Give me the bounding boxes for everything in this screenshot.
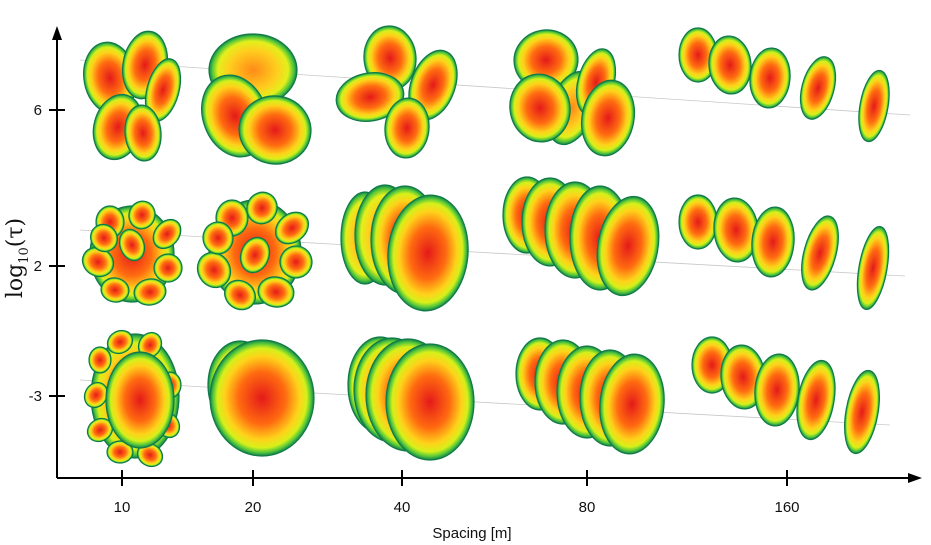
y-axis-title-main: log	[3, 264, 28, 298]
fracture-segment	[387, 194, 469, 312]
fracture-segment	[152, 218, 182, 250]
x-tick-label: 160	[774, 499, 799, 516]
y-axis-title: log10(τ)	[3, 218, 32, 298]
y-tick-label: -3	[29, 388, 42, 405]
y-tick-label: 6	[34, 102, 42, 119]
fracture-segment	[153, 253, 183, 283]
fracture-segment	[384, 97, 430, 159]
fracture-segment	[105, 351, 175, 449]
fracture-segment	[599, 353, 665, 455]
fracture-segment	[224, 279, 256, 311]
fracture-shapes	[79, 25, 911, 468]
y-ticks: 6 2 -3	[29, 102, 65, 405]
fracture-segment	[801, 215, 839, 291]
fracture-segment	[385, 343, 475, 461]
fracture-segment	[106, 440, 134, 464]
fracture-segment	[124, 104, 162, 162]
fracture-segment	[856, 225, 890, 311]
fracture-segment	[844, 369, 880, 455]
x-tick-label: 80	[579, 499, 596, 516]
fracture-segment	[678, 194, 718, 250]
y-axis-arrowhead	[52, 26, 62, 40]
fracture-segment	[238, 95, 312, 165]
fracture-segment	[509, 73, 571, 143]
x-tick-label: 20	[245, 499, 262, 516]
fracture-segment	[274, 211, 310, 245]
fracture-segment	[128, 200, 156, 230]
x-axis-title: Spacing [m]	[432, 525, 511, 542]
fracture-segment	[751, 206, 795, 278]
fracture-segment	[257, 276, 295, 308]
fracture-segment	[580, 79, 636, 157]
x-ticks: 10 20 40 80 160	[114, 470, 800, 516]
fracture-segment	[246, 191, 278, 225]
fracture-segment	[202, 221, 234, 255]
fracture-segment	[106, 329, 134, 355]
fracture-segment	[708, 35, 752, 95]
fracture-segment	[799, 56, 837, 120]
x-axis-arrowhead	[908, 473, 922, 483]
y-axis-title-arg: (τ)	[3, 218, 28, 247]
fracture-segment	[133, 278, 167, 306]
fracture-segment	[749, 47, 791, 109]
y-axis-title-sub: 10	[17, 247, 32, 264]
fracture-segment	[335, 72, 405, 122]
fracture-segment	[118, 228, 146, 262]
svg-text:log10(τ): log10(τ)	[3, 218, 32, 298]
fracture-segment	[89, 223, 119, 253]
fracture-segment	[279, 245, 313, 279]
fracture-segment	[196, 251, 232, 289]
x-tick-label: 10	[114, 499, 131, 516]
fracture-segment	[100, 277, 130, 303]
x-tick-label: 40	[394, 499, 411, 516]
fracture-segment	[239, 236, 271, 274]
fracture-segment	[596, 195, 660, 297]
fracture-segment	[858, 69, 890, 143]
fracture-segment	[209, 339, 315, 457]
y-tick-label: 2	[34, 258, 42, 275]
fracture-segment	[796, 359, 836, 441]
fracture-segment	[88, 346, 112, 374]
